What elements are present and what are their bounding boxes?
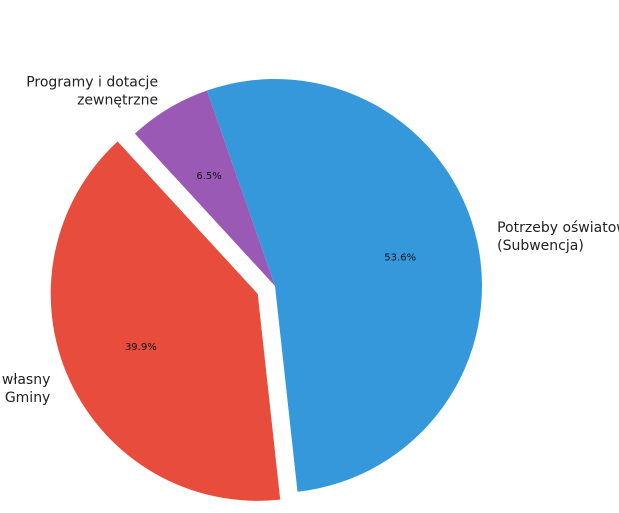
pie-slice-percent-label-1: 53.6% — [384, 253, 416, 264]
pie-slice-label-line: Potrzeby oświatowe — [497, 220, 619, 236]
pie-slice-label-2: Programy i dotacje zewnętrzne — [26, 75, 158, 109]
pie-slice-label-line: Programy i dotacje — [26, 75, 158, 91]
pie-slice-label-line: Wkład własny — [0, 372, 50, 388]
pie-slice-label-line: zewnętrzne — [77, 93, 158, 109]
pie-slice-percent-label-2: 6.5% — [196, 171, 221, 182]
pie-slice-label-0: Wkład własny Gminy — [0, 372, 50, 406]
slices-layer — [50, 79, 482, 501]
pie-slice-1 — [206, 79, 482, 492]
pie-slice-label-1: Potrzeby oświatowe (Subwencja) — [497, 220, 619, 254]
pie-slice-2 — [134, 90, 275, 286]
pie-slice-percent-label-0: 39.9% — [125, 342, 157, 353]
pie-slice-label-line: (Subwencja) — [497, 238, 584, 254]
labels-layer: 39.9% Wkład własny Gminy 53.6% Potrzeby oświ… — [0, 75, 619, 406]
pie-slice-0 — [50, 141, 281, 501]
pie-slice-label-line: Gminy — [5, 390, 51, 406]
